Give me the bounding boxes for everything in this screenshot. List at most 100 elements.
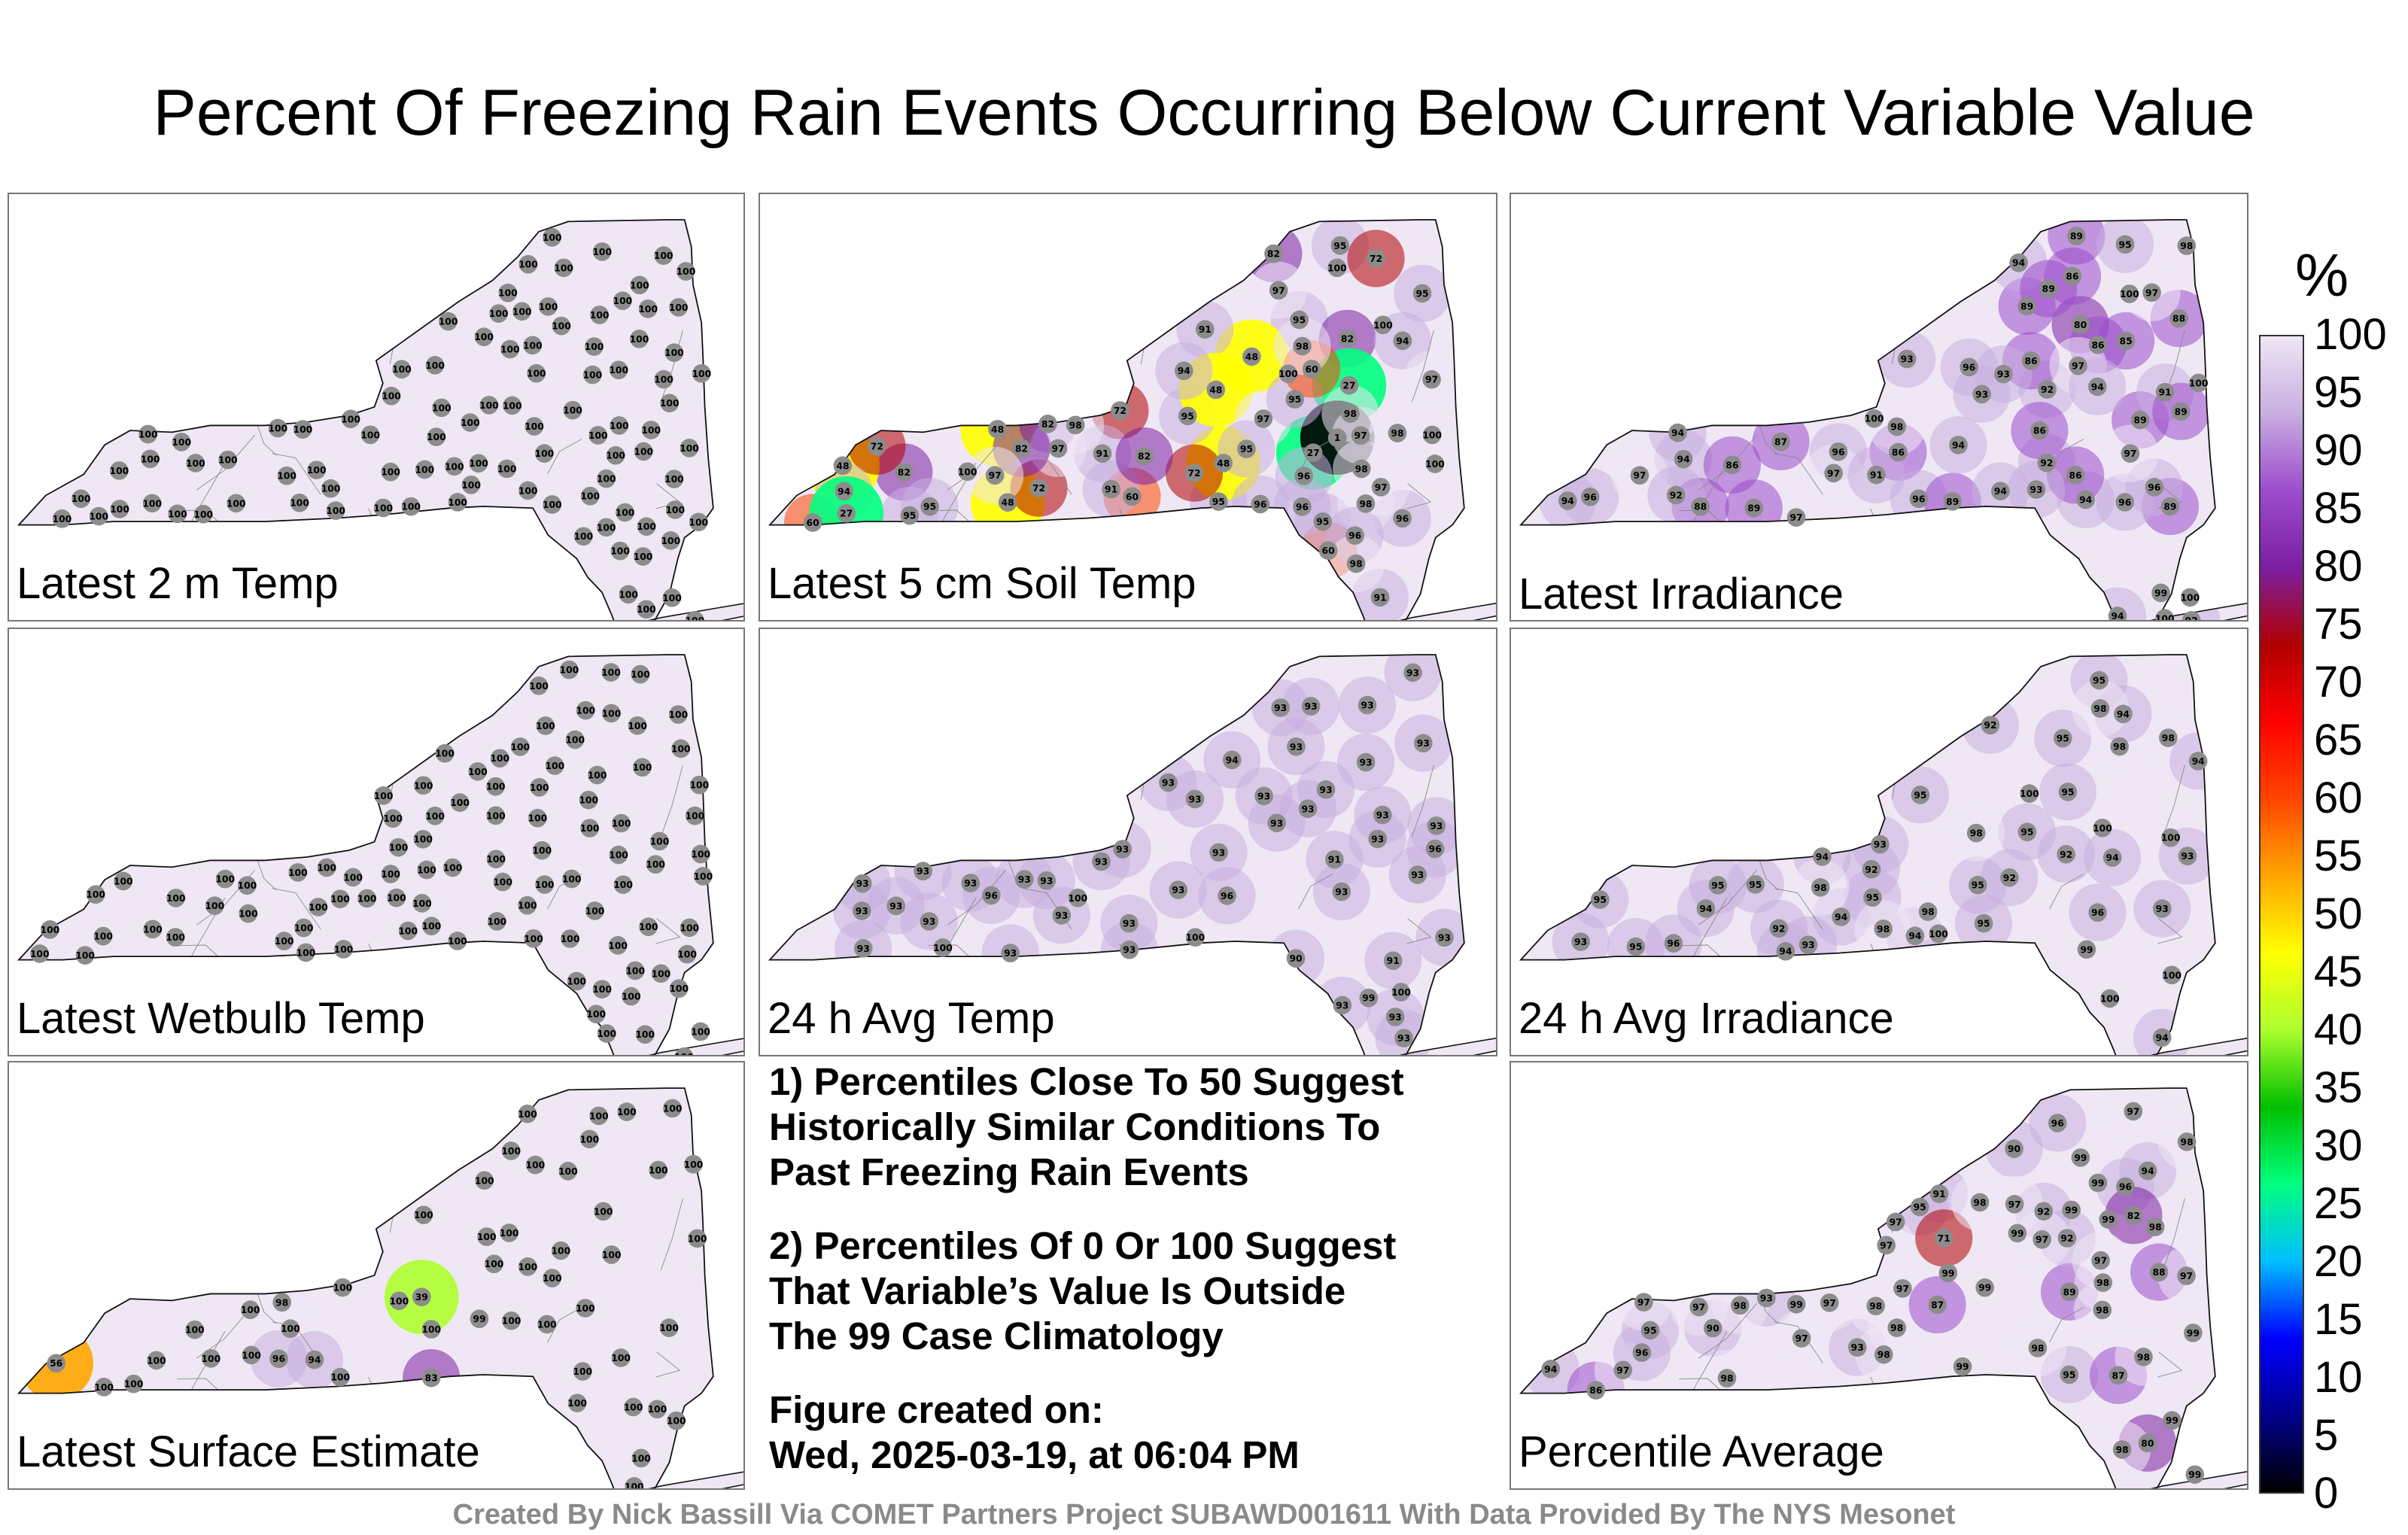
station-value: 97 — [1827, 468, 1840, 479]
station-dot — [526, 1155, 545, 1175]
station-marker: 100 — [545, 756, 564, 775]
station-value: 96 — [1429, 844, 1442, 855]
station-value: 100 — [425, 811, 445, 822]
station-dot — [1359, 988, 1379, 1008]
station-value: 96 — [1396, 513, 1409, 524]
station-value: 100 — [586, 1009, 606, 1020]
station-marker: 27 — [1303, 443, 1323, 462]
station-value: 100 — [277, 471, 296, 482]
station-marker: 82 — [1012, 439, 1031, 458]
station-dot — [2093, 818, 2112, 837]
station-dot — [1744, 498, 1764, 518]
station-value: 95 — [1316, 517, 1329, 527]
station-dot — [166, 928, 185, 947]
county-line — [1700, 303, 1723, 333]
station-dot — [1994, 364, 2013, 384]
station-marker: 100 — [357, 889, 376, 908]
station-value: 100 — [562, 874, 582, 884]
panel-percentile-average: 97 95 98 92 94 90 93 94 97 80 96 95 89 88 95 93 82 92 90 91… — [1510, 1061, 2248, 1490]
station-dot — [381, 865, 400, 883]
station-dot — [691, 844, 710, 864]
station-marker: 48 — [1242, 347, 1261, 366]
station-dot — [539, 297, 558, 316]
station-value: 95 — [1914, 1202, 1926, 1213]
station-marker: 100 — [381, 462, 400, 482]
county-line — [516, 559, 536, 583]
station-marker: 92 — [1862, 859, 1881, 879]
station-dot — [468, 761, 488, 781]
station-dot — [2177, 1266, 2196, 1285]
station-dot — [443, 858, 462, 877]
station-dot — [2090, 670, 2109, 690]
station-value: 27 — [1307, 448, 1320, 458]
station-marker: 94 — [1222, 750, 1242, 770]
station-dot — [1708, 876, 1728, 895]
county-line — [50, 293, 89, 350]
station-value: 98 — [2149, 1222, 2162, 1233]
station-value: 100 — [630, 280, 649, 290]
station-value: 100 — [1422, 430, 1442, 440]
station-value: 100 — [634, 552, 653, 562]
county-line — [1698, 1302, 1758, 1359]
station-dot — [1968, 875, 1987, 895]
station-value: 100 — [661, 536, 680, 546]
station-dot — [579, 790, 598, 810]
legend-unit: % — [2295, 242, 2349, 309]
station-dot — [1186, 928, 1205, 947]
station-value: 93 — [1004, 948, 1017, 959]
station-marker: 100 — [94, 1378, 114, 1397]
station-marker: 100 — [612, 813, 631, 833]
station-value: 100 — [608, 941, 628, 951]
station-dot — [1195, 320, 1215, 339]
station-marker: 100 — [468, 761, 488, 781]
station-marker: 100 — [497, 459, 516, 479]
county-line — [1616, 286, 1637, 354]
station-marker: 100 — [333, 1278, 352, 1297]
station-marker: 100 — [166, 889, 186, 907]
station-dot — [671, 739, 691, 758]
station-value: 100 — [693, 871, 713, 882]
station-marker: 97 — [2124, 1102, 2143, 1121]
station-value: 100 — [680, 443, 699, 454]
station-value: 94 — [1561, 496, 1574, 506]
station-value: 83 — [425, 1373, 438, 1384]
station-marker: 100 — [89, 506, 108, 526]
station-dot — [1911, 786, 1930, 804]
station-dot — [1934, 1229, 1953, 1248]
station-dot — [1293, 336, 1312, 356]
station-marker: 95 — [2058, 783, 2078, 801]
station-marker: 96 — [2145, 478, 2164, 497]
station-marker: 100 — [650, 831, 669, 851]
station-value: 99 — [1941, 1268, 1954, 1278]
station-marker: 100 — [448, 493, 467, 512]
station-marker: 100 — [641, 421, 661, 439]
station-dot — [488, 912, 506, 931]
station-value: 96 — [272, 1354, 285, 1364]
station-marker: 97 — [2005, 1195, 2024, 1214]
station-dot — [868, 436, 886, 456]
station-dot — [1571, 932, 1590, 951]
station-marker: 92 — [2057, 1229, 2077, 1248]
station-dot — [1370, 588, 1390, 607]
station-dot — [1877, 1236, 1896, 1255]
station-dot — [524, 417, 544, 436]
station-dot — [41, 920, 59, 939]
station-dot — [669, 298, 688, 317]
station-value: 95 — [903, 511, 916, 521]
station-dot — [425, 356, 445, 375]
legend-tick-label: 80 — [2314, 542, 2363, 591]
station-marker: 100 — [1327, 258, 1347, 278]
county-line — [1160, 986, 1178, 1035]
station-marker: 100 — [498, 283, 518, 302]
station-value: 80 — [2074, 320, 2087, 330]
station-marker: 82 — [895, 463, 914, 482]
county-line — [1579, 766, 1594, 810]
station-dot — [580, 819, 599, 837]
station-dot — [2030, 421, 2049, 440]
station-dot — [2100, 989, 2120, 1008]
station-marker: 93 — [853, 939, 873, 958]
county-line — [272, 888, 321, 930]
station-dot — [610, 416, 629, 435]
station-value: 100 — [373, 503, 393, 514]
station-marker: 86 — [2030, 421, 2049, 440]
